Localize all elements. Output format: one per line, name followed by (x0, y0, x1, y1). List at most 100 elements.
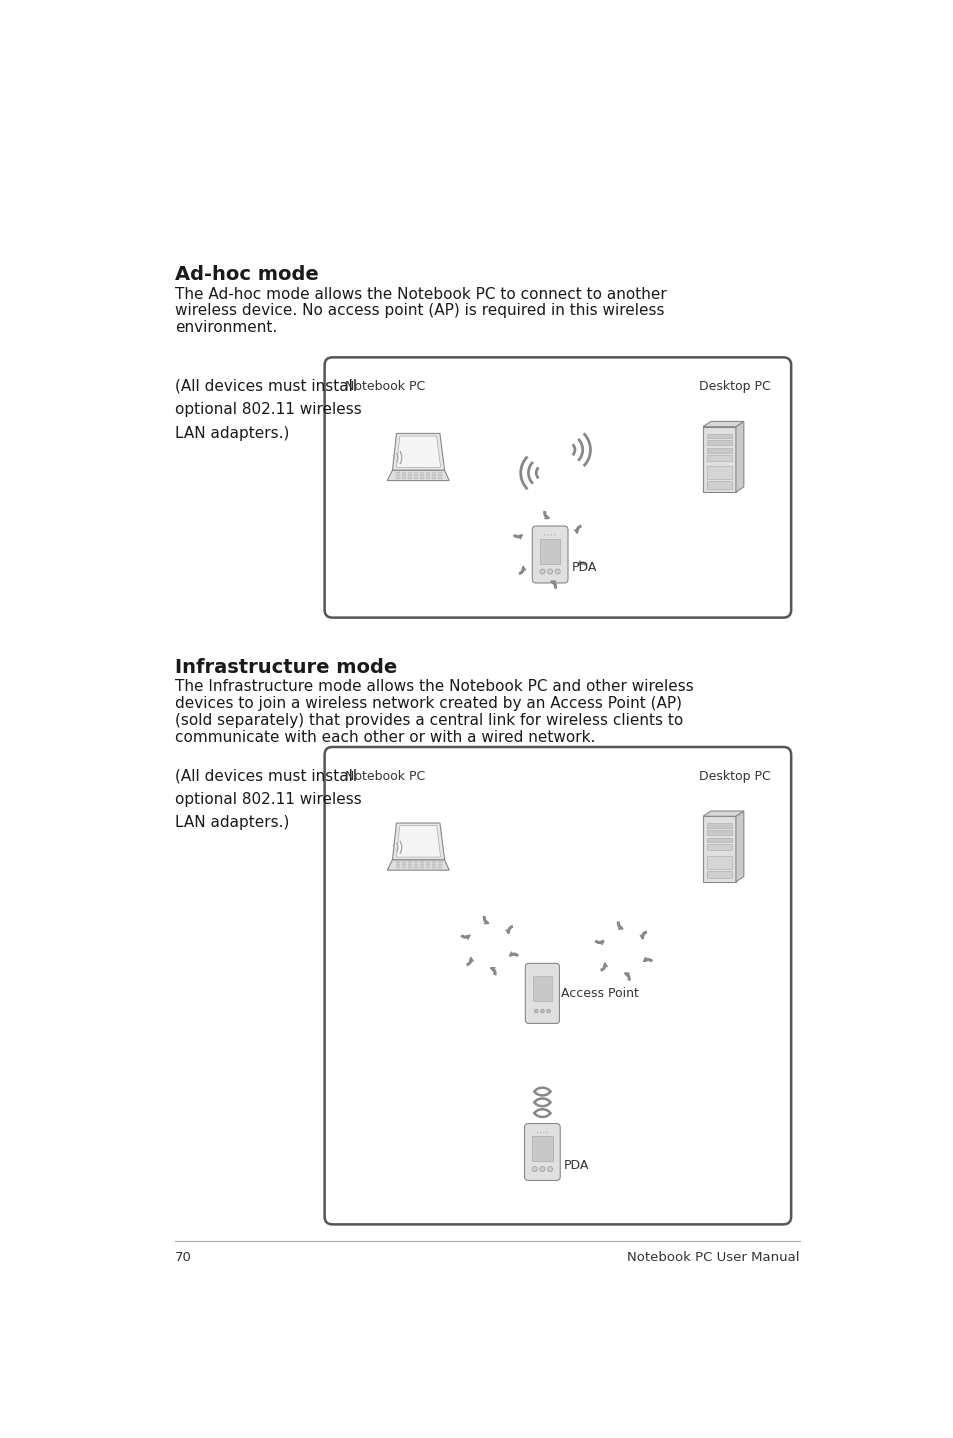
Polygon shape (702, 811, 743, 817)
Bar (396, 475, 400, 476)
Bar (706, 449, 731, 453)
Text: Access Point: Access Point (560, 986, 639, 999)
Bar (432, 867, 436, 869)
Bar (419, 867, 424, 869)
Polygon shape (387, 860, 449, 870)
Bar (419, 861, 424, 863)
Bar (539, 539, 559, 564)
Text: wireless device. No access point (AP) is required in this wireless: wireless device. No access point (AP) is… (174, 303, 664, 318)
Bar (437, 472, 441, 473)
Text: (All devices must install
optional 802.11 wireless
LAN adapters.): (All devices must install optional 802.1… (174, 768, 361, 830)
Bar (706, 856, 731, 869)
Text: communicate with each other or with a wired network.: communicate with each other or with a wi… (174, 731, 595, 745)
Bar (432, 861, 436, 863)
FancyBboxPatch shape (532, 526, 567, 582)
Bar (402, 477, 406, 479)
Bar (396, 867, 400, 869)
FancyBboxPatch shape (524, 1123, 559, 1181)
Circle shape (555, 569, 559, 574)
Bar (396, 472, 400, 473)
Text: Notebook PC: Notebook PC (344, 771, 425, 784)
Bar (437, 475, 441, 476)
Bar (437, 477, 441, 479)
Bar (408, 472, 412, 473)
Text: The Ad-hoc mode allows the Notebook PC to connect to another: The Ad-hoc mode allows the Notebook PC t… (174, 286, 666, 302)
Polygon shape (392, 433, 444, 470)
Bar (706, 844, 731, 850)
Bar (437, 861, 441, 863)
Text: PDA: PDA (571, 561, 597, 574)
Bar (706, 838, 731, 843)
Bar (706, 434, 731, 439)
Text: (sold separately) that provides a central link for wireless clients to: (sold separately) that provides a centra… (174, 713, 682, 728)
Bar (706, 466, 731, 479)
Bar (706, 440, 731, 444)
Bar (419, 477, 424, 479)
Bar (414, 475, 417, 476)
Bar (426, 861, 430, 863)
Bar (402, 867, 406, 869)
Polygon shape (387, 470, 449, 480)
Text: PDA: PDA (563, 1159, 589, 1172)
Bar (706, 824, 731, 828)
Bar (408, 867, 412, 869)
Circle shape (534, 1009, 537, 1012)
Bar (706, 480, 731, 489)
Circle shape (547, 1166, 552, 1172)
Bar (408, 475, 412, 476)
Bar (426, 477, 430, 479)
Bar (706, 830, 731, 834)
Circle shape (540, 1009, 544, 1012)
Polygon shape (702, 421, 743, 427)
Bar (432, 864, 436, 866)
FancyBboxPatch shape (324, 358, 790, 617)
Text: (All devices must install
optional 802.11 wireless
LAN adapters.): (All devices must install optional 802.1… (174, 380, 361, 440)
Bar (402, 861, 406, 863)
Bar (414, 861, 417, 863)
Text: Desktop PC: Desktop PC (699, 771, 770, 784)
Bar (432, 475, 436, 476)
Bar (408, 861, 412, 863)
Bar (706, 870, 731, 879)
Polygon shape (396, 825, 440, 857)
Text: Notebook PC User Manual: Notebook PC User Manual (626, 1251, 799, 1264)
Bar (402, 864, 406, 866)
Text: devices to join a wireless network created by an Access Point (AP): devices to join a wireless network creat… (174, 696, 681, 712)
Polygon shape (392, 823, 444, 860)
FancyBboxPatch shape (525, 963, 558, 1024)
Circle shape (539, 569, 544, 574)
Bar (414, 864, 417, 866)
Circle shape (539, 1166, 544, 1172)
Text: Infrastructure mode: Infrastructure mode (174, 657, 396, 677)
Bar (402, 475, 406, 476)
Polygon shape (735, 811, 743, 881)
Bar (432, 477, 436, 479)
Bar (426, 867, 430, 869)
Text: Notebook PC: Notebook PC (344, 381, 425, 394)
Bar (396, 864, 400, 866)
Polygon shape (396, 436, 440, 467)
FancyBboxPatch shape (324, 746, 790, 1224)
Bar (414, 472, 417, 473)
Polygon shape (702, 427, 735, 492)
Bar (419, 472, 424, 473)
Circle shape (532, 1166, 537, 1172)
Text: Desktop PC: Desktop PC (699, 381, 770, 394)
Polygon shape (735, 421, 743, 492)
Bar (414, 477, 417, 479)
Text: Ad-hoc mode: Ad-hoc mode (174, 265, 318, 283)
Bar (419, 475, 424, 476)
Bar (533, 976, 551, 1001)
Text: 70: 70 (174, 1251, 192, 1264)
Bar (408, 477, 412, 479)
Bar (419, 864, 424, 866)
Circle shape (546, 1009, 550, 1012)
Bar (426, 475, 430, 476)
Bar (532, 1136, 552, 1162)
Bar (706, 454, 731, 460)
Bar (426, 864, 430, 866)
Bar (396, 477, 400, 479)
Bar (414, 867, 417, 869)
Bar (402, 472, 406, 473)
Circle shape (547, 569, 552, 574)
